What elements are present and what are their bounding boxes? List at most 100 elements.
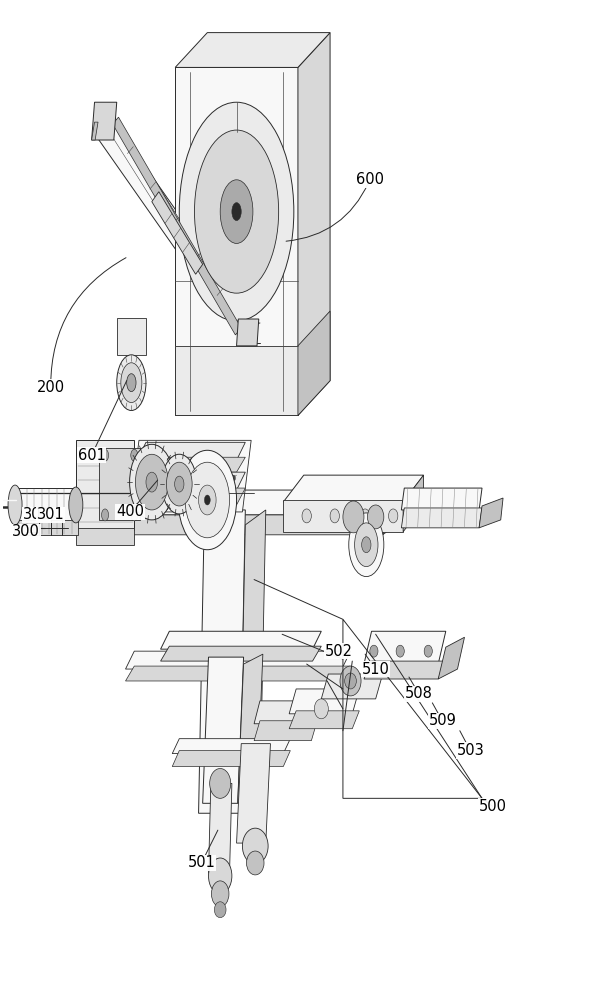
- Polygon shape: [130, 440, 251, 512]
- Polygon shape: [172, 739, 290, 754]
- Polygon shape: [160, 646, 322, 661]
- Ellipse shape: [340, 666, 361, 696]
- Ellipse shape: [209, 768, 231, 798]
- Text: 502: 502: [325, 644, 353, 659]
- Polygon shape: [289, 689, 359, 714]
- Polygon shape: [117, 318, 146, 355]
- Ellipse shape: [101, 449, 109, 461]
- Ellipse shape: [302, 509, 312, 523]
- Polygon shape: [93, 109, 257, 349]
- Ellipse shape: [221, 475, 225, 481]
- Ellipse shape: [220, 180, 253, 243]
- Polygon shape: [76, 440, 135, 530]
- Ellipse shape: [139, 475, 142, 481]
- Polygon shape: [137, 457, 245, 472]
- Ellipse shape: [247, 851, 264, 875]
- Polygon shape: [126, 651, 350, 669]
- Polygon shape: [99, 448, 140, 520]
- Polygon shape: [175, 67, 298, 415]
- Text: 510: 510: [362, 662, 389, 677]
- Ellipse shape: [8, 485, 22, 525]
- Polygon shape: [105, 111, 245, 331]
- Ellipse shape: [149, 475, 152, 481]
- Polygon shape: [160, 631, 322, 649]
- Text: 501: 501: [188, 855, 215, 870]
- Ellipse shape: [178, 450, 237, 550]
- Ellipse shape: [330, 509, 339, 523]
- Ellipse shape: [179, 102, 294, 321]
- Ellipse shape: [362, 537, 371, 553]
- Ellipse shape: [166, 462, 192, 506]
- Ellipse shape: [345, 673, 356, 689]
- Polygon shape: [438, 637, 464, 679]
- Polygon shape: [237, 319, 259, 346]
- Ellipse shape: [101, 509, 109, 521]
- Ellipse shape: [201, 475, 204, 481]
- Polygon shape: [105, 111, 245, 331]
- Ellipse shape: [195, 130, 278, 293]
- Ellipse shape: [232, 475, 235, 481]
- Polygon shape: [15, 520, 78, 535]
- Polygon shape: [364, 631, 446, 664]
- Text: 400: 400: [116, 504, 144, 519]
- Polygon shape: [109, 124, 249, 344]
- Ellipse shape: [214, 902, 226, 918]
- Ellipse shape: [211, 475, 215, 481]
- Text: 600: 600: [356, 172, 384, 187]
- Ellipse shape: [175, 476, 184, 492]
- Ellipse shape: [232, 203, 241, 221]
- Polygon shape: [137, 442, 245, 460]
- Ellipse shape: [69, 487, 83, 523]
- Polygon shape: [199, 510, 245, 813]
- Text: 503: 503: [457, 743, 484, 758]
- Polygon shape: [126, 666, 350, 681]
- Polygon shape: [53, 515, 391, 535]
- Polygon shape: [238, 654, 263, 803]
- Polygon shape: [208, 783, 232, 873]
- Text: 509: 509: [428, 713, 456, 728]
- Polygon shape: [403, 475, 424, 532]
- Polygon shape: [91, 122, 98, 140]
- Polygon shape: [172, 751, 290, 767]
- Text: 302: 302: [23, 507, 51, 522]
- Polygon shape: [53, 490, 391, 515]
- Ellipse shape: [211, 881, 229, 907]
- Polygon shape: [137, 472, 245, 490]
- Ellipse shape: [424, 645, 432, 657]
- Ellipse shape: [180, 475, 183, 481]
- Ellipse shape: [131, 509, 138, 521]
- Ellipse shape: [117, 355, 146, 410]
- Ellipse shape: [368, 505, 384, 529]
- Ellipse shape: [355, 523, 378, 567]
- Ellipse shape: [199, 485, 216, 515]
- Ellipse shape: [169, 475, 173, 481]
- Polygon shape: [401, 508, 482, 528]
- Polygon shape: [137, 488, 245, 505]
- Text: 601: 601: [78, 448, 106, 463]
- Polygon shape: [175, 346, 298, 415]
- Polygon shape: [298, 33, 330, 415]
- Polygon shape: [289, 711, 359, 729]
- Ellipse shape: [370, 645, 378, 657]
- Polygon shape: [364, 661, 446, 679]
- Ellipse shape: [242, 828, 268, 864]
- Polygon shape: [152, 192, 202, 274]
- Ellipse shape: [131, 449, 138, 461]
- Ellipse shape: [146, 472, 158, 492]
- Ellipse shape: [159, 475, 163, 481]
- Polygon shape: [401, 488, 482, 510]
- Polygon shape: [15, 488, 78, 522]
- Polygon shape: [240, 510, 266, 813]
- Ellipse shape: [396, 645, 404, 657]
- Ellipse shape: [204, 495, 210, 505]
- Polygon shape: [76, 528, 135, 545]
- Polygon shape: [175, 33, 330, 67]
- Polygon shape: [283, 475, 424, 502]
- Polygon shape: [91, 102, 117, 140]
- Text: 300: 300: [12, 524, 40, 539]
- Ellipse shape: [360, 509, 370, 523]
- Ellipse shape: [208, 858, 232, 894]
- Ellipse shape: [349, 513, 384, 577]
- Ellipse shape: [388, 509, 398, 523]
- Ellipse shape: [130, 444, 174, 520]
